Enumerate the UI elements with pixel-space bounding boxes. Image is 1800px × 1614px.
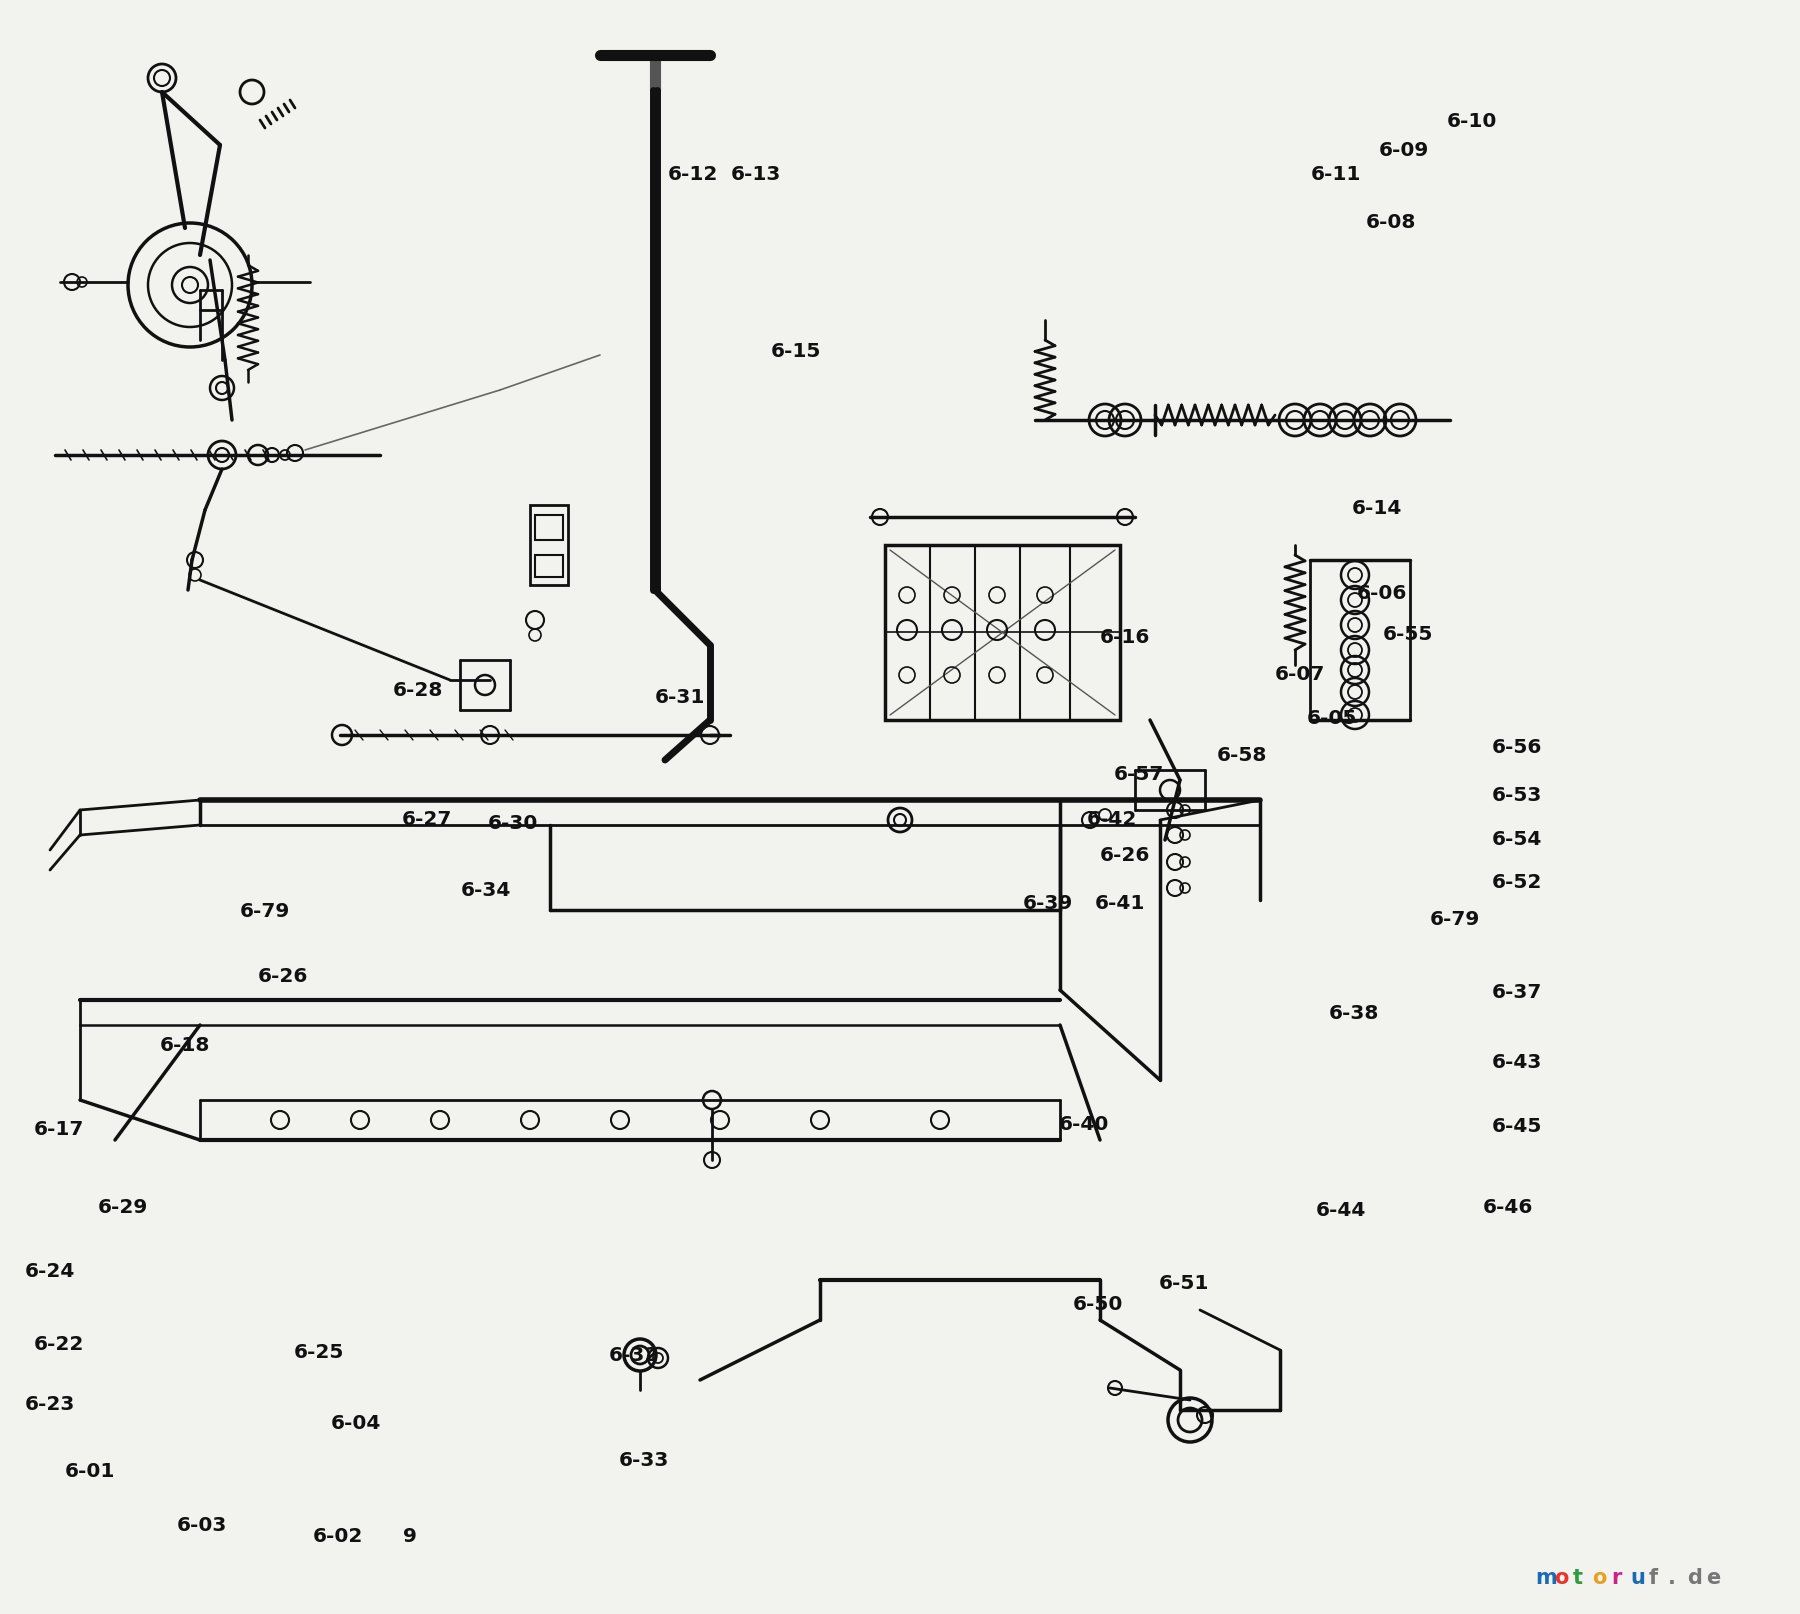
Text: 6-51: 6-51 <box>1159 1273 1210 1293</box>
Text: 6-40: 6-40 <box>1058 1115 1109 1135</box>
Text: 6-55: 6-55 <box>1382 625 1433 644</box>
Text: 6-53: 6-53 <box>1492 786 1543 805</box>
Text: 6-29: 6-29 <box>97 1198 148 1217</box>
Text: 6-34: 6-34 <box>461 881 511 901</box>
Text: 6-25: 6-25 <box>293 1343 344 1362</box>
Text: 6-39: 6-39 <box>1022 894 1073 914</box>
Text: 6-52: 6-52 <box>1492 873 1543 893</box>
Text: 6-58: 6-58 <box>1217 746 1267 765</box>
Text: 6-46: 6-46 <box>1483 1198 1534 1217</box>
Text: 6-14: 6-14 <box>1352 499 1402 518</box>
Text: 6-42: 6-42 <box>1087 810 1138 830</box>
Text: 6-18: 6-18 <box>160 1036 211 1056</box>
Text: 6-28: 6-28 <box>392 681 443 700</box>
Text: d: d <box>1687 1567 1701 1588</box>
Text: 6-01: 6-01 <box>65 1462 115 1482</box>
Text: 6-54: 6-54 <box>1492 830 1543 849</box>
Text: 6-45: 6-45 <box>1492 1117 1543 1136</box>
Text: 6-16: 6-16 <box>1100 628 1150 647</box>
Text: o: o <box>1553 1567 1568 1588</box>
Text: 6-26: 6-26 <box>1100 846 1150 865</box>
Text: 6-30: 6-30 <box>488 813 538 833</box>
Text: 6-56: 6-56 <box>1492 738 1543 757</box>
Text: 6-26: 6-26 <box>257 967 308 986</box>
Text: 6-37: 6-37 <box>1492 983 1543 1002</box>
Bar <box>535 515 563 541</box>
Text: t: t <box>1573 1567 1582 1588</box>
Text: 6-79: 6-79 <box>239 902 290 922</box>
Text: 6-57: 6-57 <box>1114 765 1165 784</box>
Text: 6-07: 6-07 <box>1274 665 1325 684</box>
Text: 6-02: 6-02 <box>313 1527 364 1546</box>
Text: f: f <box>1649 1567 1658 1588</box>
Text: 6-22: 6-22 <box>34 1335 85 1354</box>
Text: 6-24: 6-24 <box>25 1262 76 1282</box>
Text: 6-38: 6-38 <box>1328 1004 1379 1023</box>
Text: 6-23: 6-23 <box>25 1394 76 1414</box>
Text: 6-15: 6-15 <box>770 342 821 362</box>
Text: 6-17: 6-17 <box>34 1120 85 1139</box>
Text: 6-32: 6-32 <box>608 1346 659 1365</box>
Text: 6-33: 6-33 <box>619 1451 670 1470</box>
Text: 9: 9 <box>403 1527 418 1546</box>
Text: 6-41: 6-41 <box>1094 894 1145 914</box>
Text: .: . <box>1669 1567 1676 1588</box>
Text: 6-05: 6-05 <box>1307 709 1357 728</box>
Text: 6-43: 6-43 <box>1492 1052 1543 1072</box>
Bar <box>529 505 569 584</box>
Text: o: o <box>1591 1567 1606 1588</box>
Text: 6-27: 6-27 <box>401 810 452 830</box>
Text: 6-08: 6-08 <box>1366 213 1417 232</box>
Text: m: m <box>1535 1567 1557 1588</box>
Text: 6-79: 6-79 <box>1429 910 1480 930</box>
Text: 6-10: 6-10 <box>1447 111 1498 131</box>
Text: r: r <box>1611 1567 1622 1588</box>
Text: 6-44: 6-44 <box>1316 1201 1366 1220</box>
Text: 6-06: 6-06 <box>1357 584 1408 604</box>
Text: e: e <box>1706 1567 1721 1588</box>
Text: 6-50: 6-50 <box>1073 1294 1123 1314</box>
Bar <box>886 546 1120 720</box>
Text: u: u <box>1631 1567 1645 1588</box>
Text: 6-09: 6-09 <box>1379 140 1429 160</box>
Text: 6-13: 6-13 <box>731 165 781 184</box>
Bar <box>535 555 563 576</box>
Text: 6-11: 6-11 <box>1310 165 1361 184</box>
Text: 6-31: 6-31 <box>655 688 706 707</box>
Text: 6-04: 6-04 <box>331 1414 382 1433</box>
Text: 6-12: 6-12 <box>668 165 718 184</box>
Text: 6-03: 6-03 <box>176 1516 227 1535</box>
